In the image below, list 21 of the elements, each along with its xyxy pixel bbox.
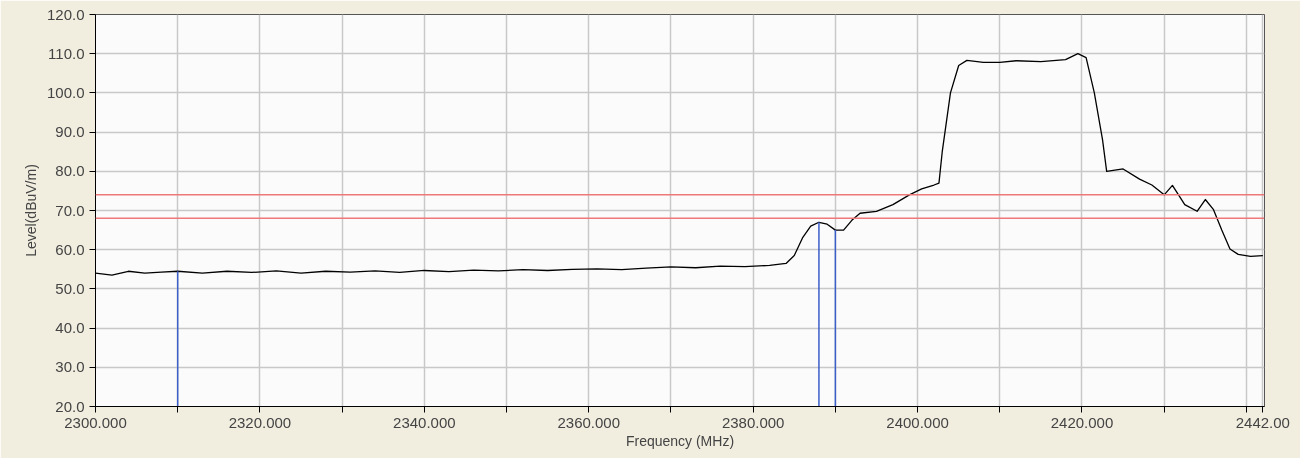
y-tick-label: 40.0 <box>55 319 85 337</box>
y-tick-label: 60.0 <box>55 240 85 258</box>
y-tick-label: 90.0 <box>55 123 85 141</box>
y-tick-label: 30.0 <box>55 358 85 376</box>
y-tick-label: 70.0 <box>55 201 85 219</box>
y-tick-label: 80.0 <box>55 162 85 180</box>
x-tick-label: 2300.000 <box>64 413 127 431</box>
x-axis-title: Frequency (MHz) <box>625 432 735 449</box>
y-tick-label: 100.0 <box>46 83 85 101</box>
y-tick-label: 50.0 <box>55 279 85 297</box>
x-tick-label: 2320.000 <box>228 413 292 431</box>
y-tick-label: 110.0 <box>48 44 85 62</box>
x-tick-label: 2420.000 <box>1050 413 1114 431</box>
y-axis-title: Level(dBuV/m) <box>22 164 39 257</box>
x-tick-label: 2340.000 <box>393 413 456 431</box>
x-tick-label: 2360.000 <box>557 413 621 431</box>
y-tick-label: 120.0 <box>46 5 85 23</box>
x-tick-label: 2442.00 <box>1235 413 1290 431</box>
y-tick-label: 20.0 <box>55 397 85 415</box>
x-tick-label: 2400.000 <box>886 413 949 431</box>
x-tick-label: 2380.000 <box>721 413 785 431</box>
